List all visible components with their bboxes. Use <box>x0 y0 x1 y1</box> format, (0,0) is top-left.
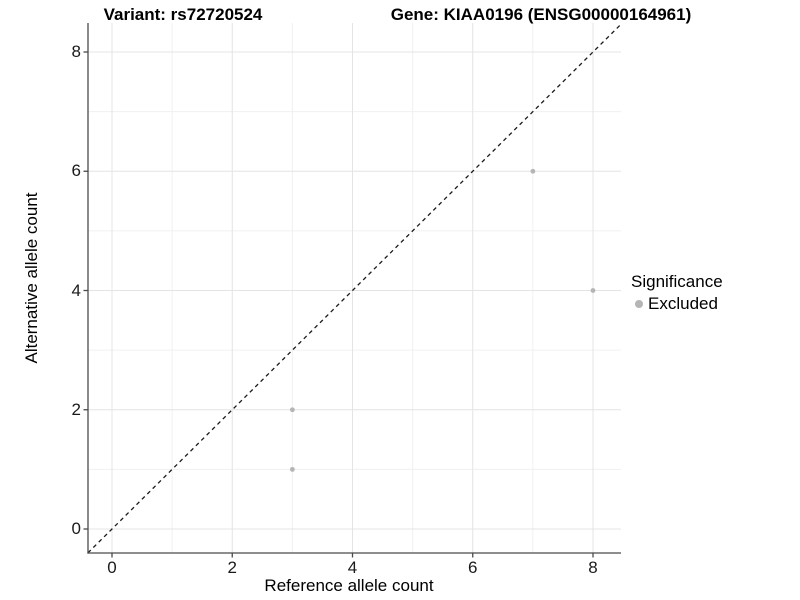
identity-dashed-line <box>87 24 621 554</box>
x-axis-tick-label: 8 <box>588 558 598 577</box>
legend-item-excluded: Excluded <box>631 294 723 314</box>
x-axis-tick-label: 4 <box>347 558 358 577</box>
y-axis-tick-label: 2 <box>71 399 81 419</box>
y-axis-tick-label: 0 <box>71 519 81 538</box>
legend-point-marker-icon <box>635 300 643 308</box>
data-point <box>530 168 536 174</box>
data-point <box>289 466 295 472</box>
y-axis-tick-label: 4 <box>71 280 81 300</box>
plot-title-gene: Gene: KIAA0196 (ENSG00000164961) <box>390 5 692 24</box>
plot-title-variant: Variant: rs72720524 <box>103 5 263 24</box>
x-axis-label: Reference allele count <box>264 576 434 595</box>
y-axis-tick-label: 6 <box>71 161 81 181</box>
legend: Significance Excluded <box>631 272 723 314</box>
data-point <box>590 288 596 293</box>
y-axis-tick-label: 8 <box>71 42 81 61</box>
data-point <box>289 407 295 413</box>
y-axis-label: Alternative allele count <box>22 192 41 364</box>
legend-item-label: Excluded <box>648 294 718 313</box>
x-axis-tick-label: 0 <box>107 558 117 577</box>
x-axis-tick-label: 6 <box>468 558 478 577</box>
legend-title: Significance <box>631 272 723 291</box>
x-axis-tick-label: 2 <box>227 558 237 577</box>
